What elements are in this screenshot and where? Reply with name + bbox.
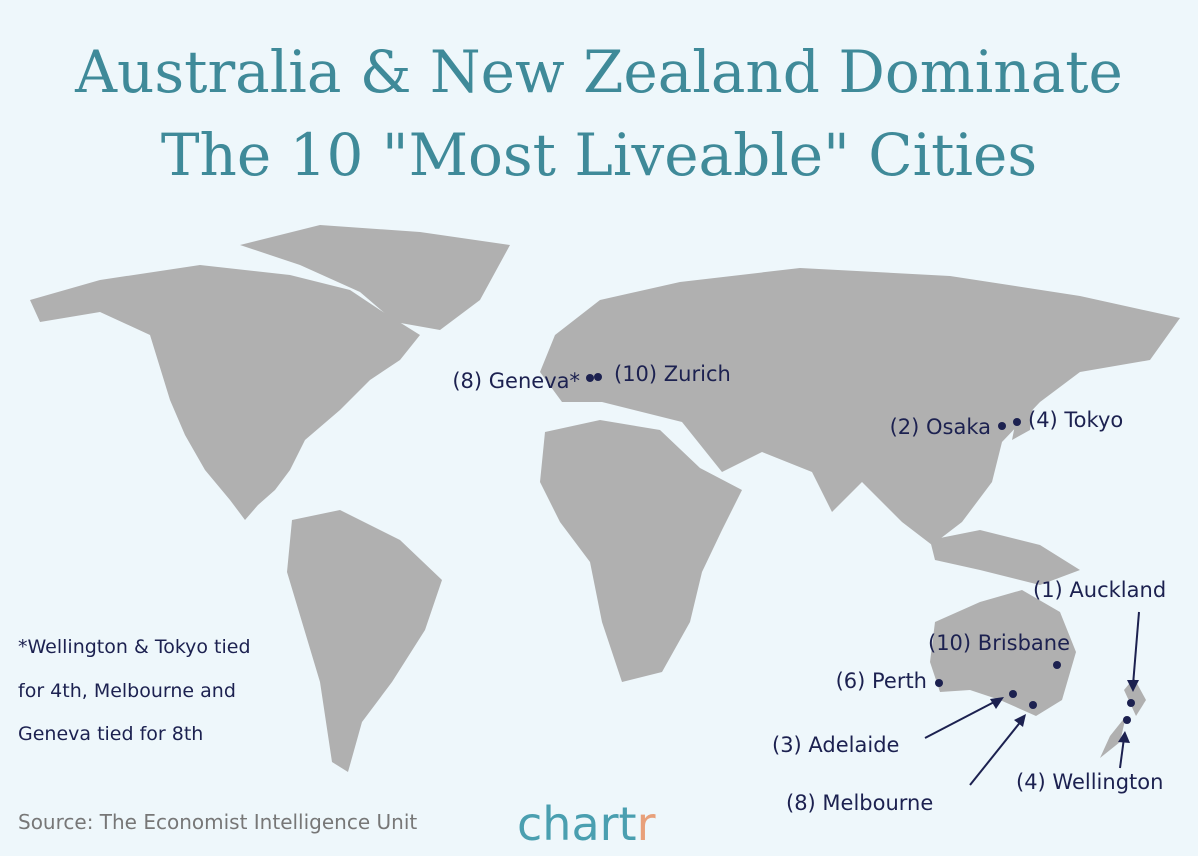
land: [540, 268, 1180, 545]
land: [1100, 716, 1126, 758]
city-label: (8) Melbourne: [786, 791, 933, 815]
city-label: (6) Perth: [836, 669, 927, 693]
footnote-line: *Wellington & Tokyo tied: [18, 636, 251, 658]
city-label: (4) Tokyo: [1028, 408, 1123, 432]
city-dot: [1053, 661, 1061, 669]
land: [930, 590, 1076, 716]
city-dots: [586, 373, 1135, 724]
arrowhead: [1127, 680, 1139, 692]
city-dot: [998, 422, 1006, 430]
city-dot: [586, 374, 594, 382]
world-map: [30, 225, 1180, 772]
city-label: (2) Osaka: [890, 415, 991, 439]
land: [240, 225, 510, 330]
city-label: (10) Brisbane: [928, 631, 1070, 655]
city-label: (1) Auckland: [1033, 578, 1166, 602]
title-line: The 10 "Most Liveable" Cities: [161, 121, 1037, 189]
city-dot: [1127, 699, 1135, 707]
land: [1012, 390, 1035, 440]
arrows: [924, 611, 1140, 786]
city-dot: [1013, 418, 1021, 426]
city-dot: [1123, 716, 1131, 724]
land: [287, 510, 442, 772]
city-dot: [594, 373, 602, 381]
city-dot: [1009, 690, 1017, 698]
arrow: [924, 699, 999, 739]
source: Source: The Economist Intelligence Unit: [18, 810, 417, 834]
logo: chartr: [517, 797, 656, 851]
city-label: (4) Wellington: [1016, 770, 1163, 794]
land: [30, 265, 420, 520]
arrowhead: [990, 697, 1004, 709]
footnote-line: Geneva tied for 8th: [18, 723, 203, 745]
logo-text: chart: [517, 797, 637, 851]
arrowhead: [1014, 714, 1026, 727]
city-dot: [1029, 701, 1037, 709]
logo-accent: r: [637, 797, 656, 851]
land: [1124, 678, 1146, 716]
arrow: [969, 719, 1023, 786]
land: [540, 420, 742, 682]
arrow: [1132, 611, 1140, 686]
city-labels: (8) Geneva* (10) Zurich (2) Osaka (4) To…: [452, 362, 1166, 815]
city-label: (3) Adelaide: [772, 733, 899, 757]
title-line: Australia & New Zealand Dominate: [74, 38, 1123, 106]
city-label: (10) Zurich: [614, 362, 731, 386]
city-label: (8) Geneva*: [452, 369, 580, 393]
arrow: [1119, 737, 1125, 769]
land: [930, 530, 1080, 585]
footnote-line: for 4th, Melbourne and: [18, 680, 236, 702]
city-dot: [935, 679, 943, 687]
arrowhead: [1118, 731, 1130, 743]
